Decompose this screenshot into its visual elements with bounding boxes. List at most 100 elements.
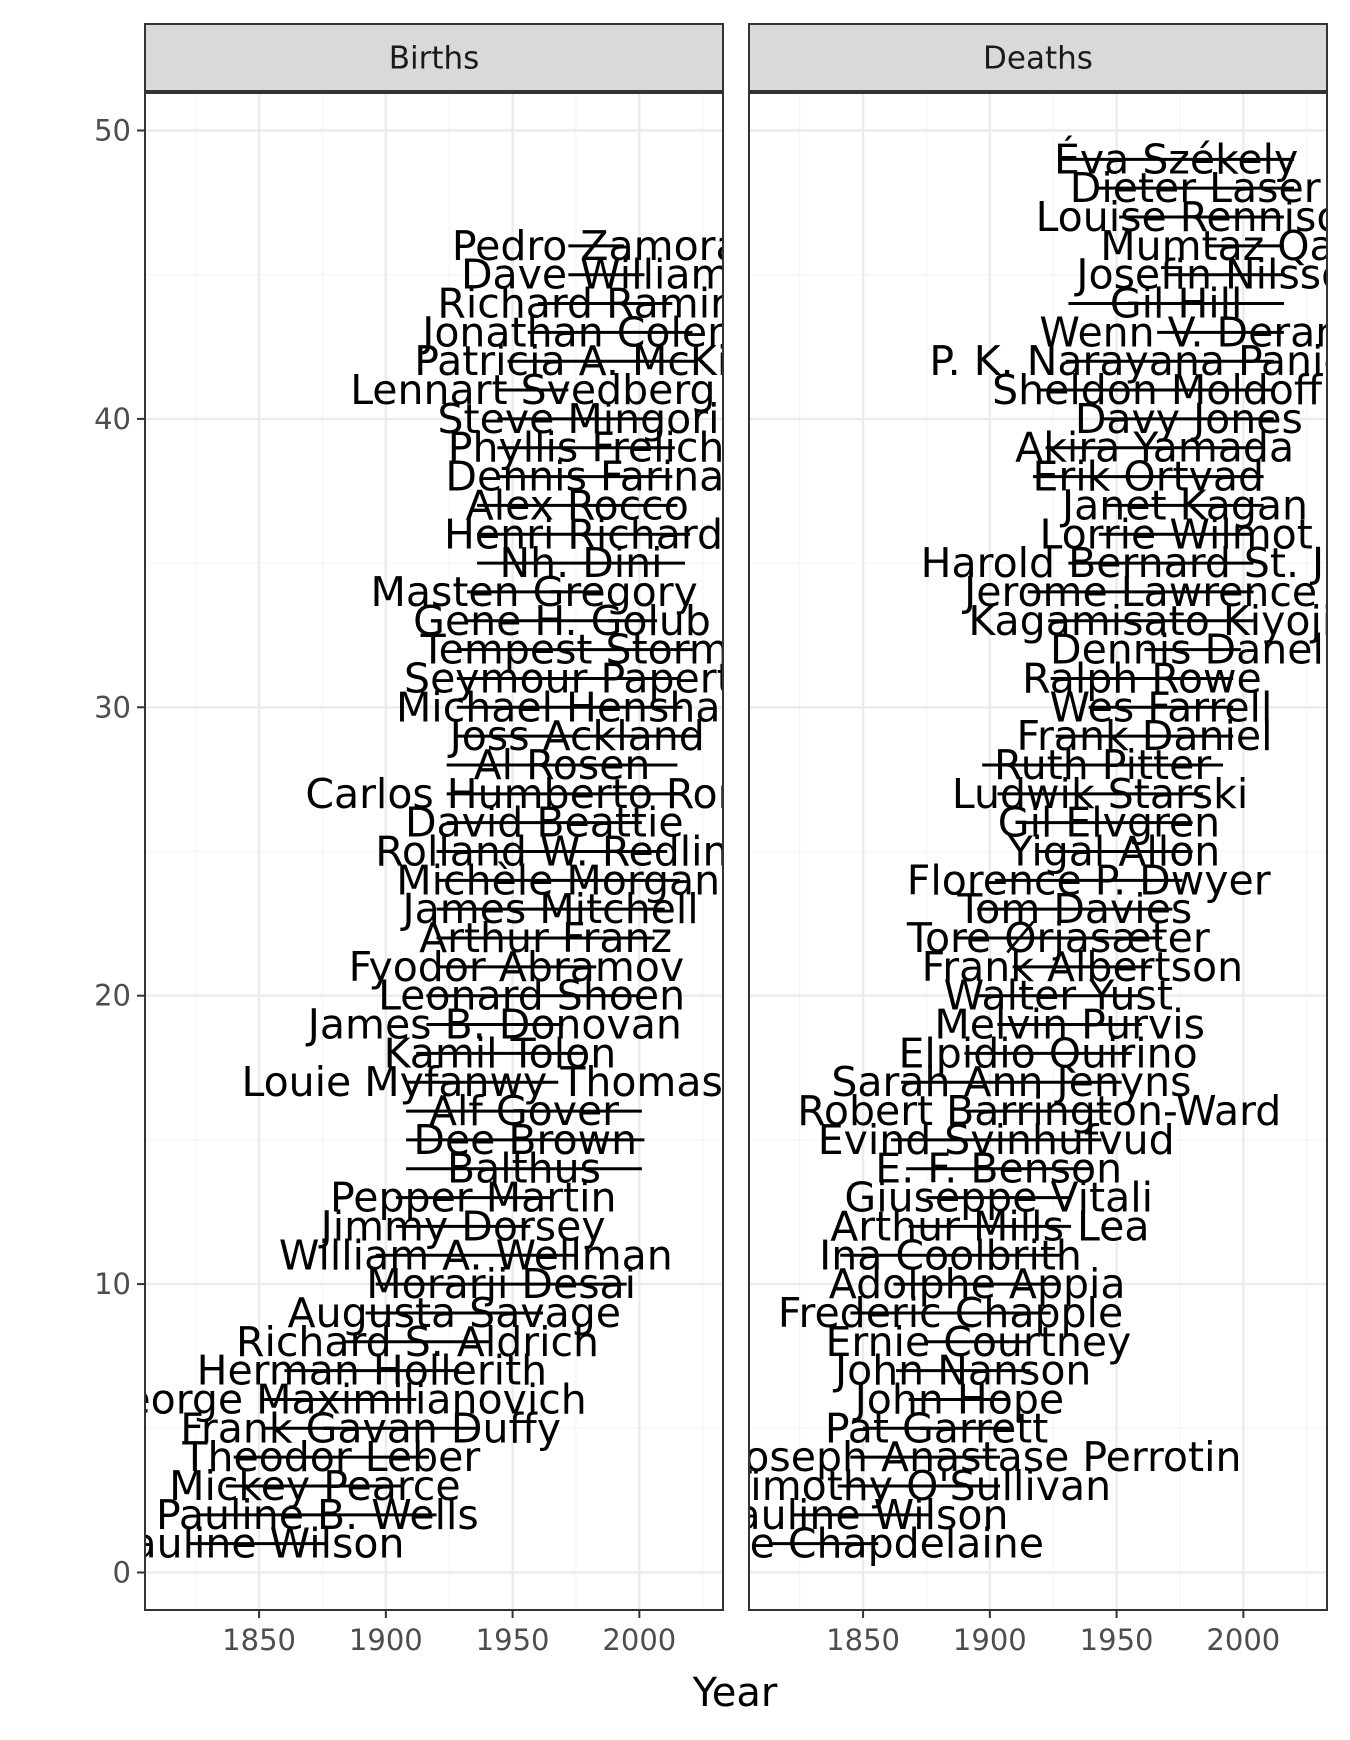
- person-label: Florence P. Dwyer: [907, 856, 1271, 904]
- y-tick-label: 50: [94, 113, 131, 147]
- person-label: Frank Daniel: [1016, 712, 1272, 760]
- person-label: Pepper Martin: [330, 1174, 616, 1222]
- strip-label: Births: [389, 41, 480, 77]
- person-label: Michael Henshall: [396, 683, 743, 731]
- x-tick-label: 2000: [602, 1623, 676, 1657]
- person-label: Tom Davies: [956, 885, 1192, 933]
- person-label: George Maximilianovich: [94, 1375, 587, 1423]
- person-label: Louie Myfanwy Thomas: [241, 1058, 722, 1106]
- x-axis-title: Year: [692, 1670, 778, 1716]
- person-label: Sarah Ann Jenyns: [831, 1058, 1191, 1106]
- y-tick-label: 20: [94, 979, 131, 1013]
- person-label: Frank Gavan Duffy: [180, 1404, 561, 1452]
- person-label: Pauline B. Wells: [156, 1491, 479, 1539]
- person-label: Joss Ackland: [447, 712, 705, 760]
- person-label: Dave Williams: [461, 251, 752, 299]
- person-label: Patricia A. McKillip: [414, 337, 788, 385]
- person-label: Ruth Pitter: [994, 741, 1211, 789]
- x-tick-label: 1950: [476, 1623, 550, 1657]
- y-tick-label: 0: [113, 1556, 131, 1590]
- person-label: Pat Garrett: [825, 1404, 1048, 1452]
- person-label: James B. Donovan: [305, 1001, 682, 1049]
- person-label: Davy Jones: [1075, 395, 1303, 443]
- person-label: Augusta Savage: [288, 1289, 621, 1337]
- person-label: Auguste Chapdelaine: [606, 1520, 1044, 1568]
- person-label: Dieter Laser: [1070, 164, 1321, 212]
- person-label: William A. Wellman: [279, 1231, 673, 1279]
- person-label: Seymour Papert: [404, 654, 733, 702]
- person-label: Wes Farrell: [1050, 683, 1273, 731]
- person-label: Tempest Storm: [420, 626, 729, 674]
- person-label: Gene H. Golub: [413, 597, 711, 645]
- x-tick-label: 1850: [826, 1623, 900, 1657]
- person-label: Henri Joseph Anastase Perrotin: [609, 1433, 1242, 1481]
- person-label: Pauline Wilson: [713, 1491, 1009, 1539]
- person-label: Jerome Lawrence: [961, 568, 1317, 616]
- person-label: Wenn V. Deramas: [1039, 308, 1350, 356]
- person-label: Walter Yust: [944, 972, 1173, 1020]
- person-label: Elpidio Quirino: [899, 1029, 1198, 1077]
- person-label: Masten Gregory: [370, 568, 697, 616]
- person-label: Janet Kagan: [1059, 481, 1308, 529]
- strip-label: Deaths: [983, 41, 1093, 77]
- person-label: Ralph Rowe: [1022, 654, 1262, 702]
- person-label: Timothy O'Sullivan: [726, 1462, 1112, 1510]
- person-label: Pauline Wilson: [109, 1520, 405, 1568]
- person-label: Ludwik Starski: [952, 770, 1248, 818]
- x-tick-label: 1900: [953, 1623, 1027, 1657]
- person-label: Leonard Shoen: [378, 972, 685, 1020]
- person-label: Richard S. Aldrich: [236, 1318, 599, 1366]
- person-label: Dennis Danell: [1050, 626, 1335, 674]
- person-label: James Mitchell: [400, 885, 699, 933]
- person-label: Herman Hollerith: [197, 1347, 548, 1395]
- panel-border: [748, 92, 1328, 1611]
- person-label: Dee Brown: [413, 1116, 637, 1164]
- person-label: Jonathan Coleman: [419, 308, 798, 356]
- panel-border: [144, 92, 724, 1611]
- axes-layer: 1850 1900 1950 2000 1850 1900 1950 2000 0 10 20 30 4…: [94, 113, 1280, 1657]
- person-label: Adolphe Appia: [829, 1260, 1126, 1308]
- x-tick-label: 1850: [222, 1623, 296, 1657]
- person-label: Ernie Courtney: [826, 1318, 1132, 1366]
- strip-background: [748, 23, 1328, 92]
- person-label: Alf Gover: [429, 1087, 619, 1135]
- person-label: Al Rosen: [474, 741, 651, 789]
- person-label: Mickey Pearce: [169, 1462, 460, 1510]
- person-label: Éva Székely: [1054, 135, 1298, 183]
- person-label: Sheldon Moldoff: [992, 366, 1324, 414]
- person-label: E. F. Benson: [875, 1145, 1122, 1193]
- person-label: Tore Ørjasæter: [906, 914, 1210, 962]
- person-label: Kagamisato Kiyoji: [968, 597, 1333, 645]
- person-label: Ina Coolbrith: [819, 1231, 1082, 1279]
- person-label: Balthus: [447, 1145, 601, 1193]
- person-label: Fyodor Abramov: [349, 943, 685, 991]
- person-label: Louise Rennison: [1036, 193, 1350, 241]
- person-label: Nh. Dini: [500, 539, 663, 587]
- person-label: Gil Elvgren: [998, 799, 1220, 847]
- person-label: Morarji Desai: [366, 1260, 636, 1308]
- x-tick-label: 1900: [349, 1623, 423, 1657]
- person-label: Alex Rocco: [466, 481, 689, 529]
- x-tick-label: 2000: [1206, 1623, 1280, 1657]
- person-label: Dennis Farina: [445, 453, 724, 501]
- person-label: Giuseppe Vitali: [844, 1174, 1153, 1222]
- person-label: David Beattie: [405, 799, 684, 847]
- person-label: Henri Richard: [444, 510, 723, 558]
- person-label: Richard Ramirez: [437, 280, 772, 328]
- y-tick-label: 40: [94, 402, 131, 436]
- person-label: Steve Mingori: [438, 395, 720, 443]
- person-label: Kamil Tolon: [384, 1029, 617, 1077]
- person-label: Lorrie Wilmot: [1039, 510, 1312, 558]
- y-tick-label: 10: [94, 1267, 131, 1301]
- y-tick-label: 30: [94, 690, 131, 724]
- person-label: P. K. Narayana Panicker: [929, 337, 1350, 385]
- person-label: Mumtaz Qadri: [1100, 222, 1350, 270]
- person-label: John Nanson: [832, 1347, 1091, 1395]
- person-label: Pedro Zamora: [452, 222, 741, 270]
